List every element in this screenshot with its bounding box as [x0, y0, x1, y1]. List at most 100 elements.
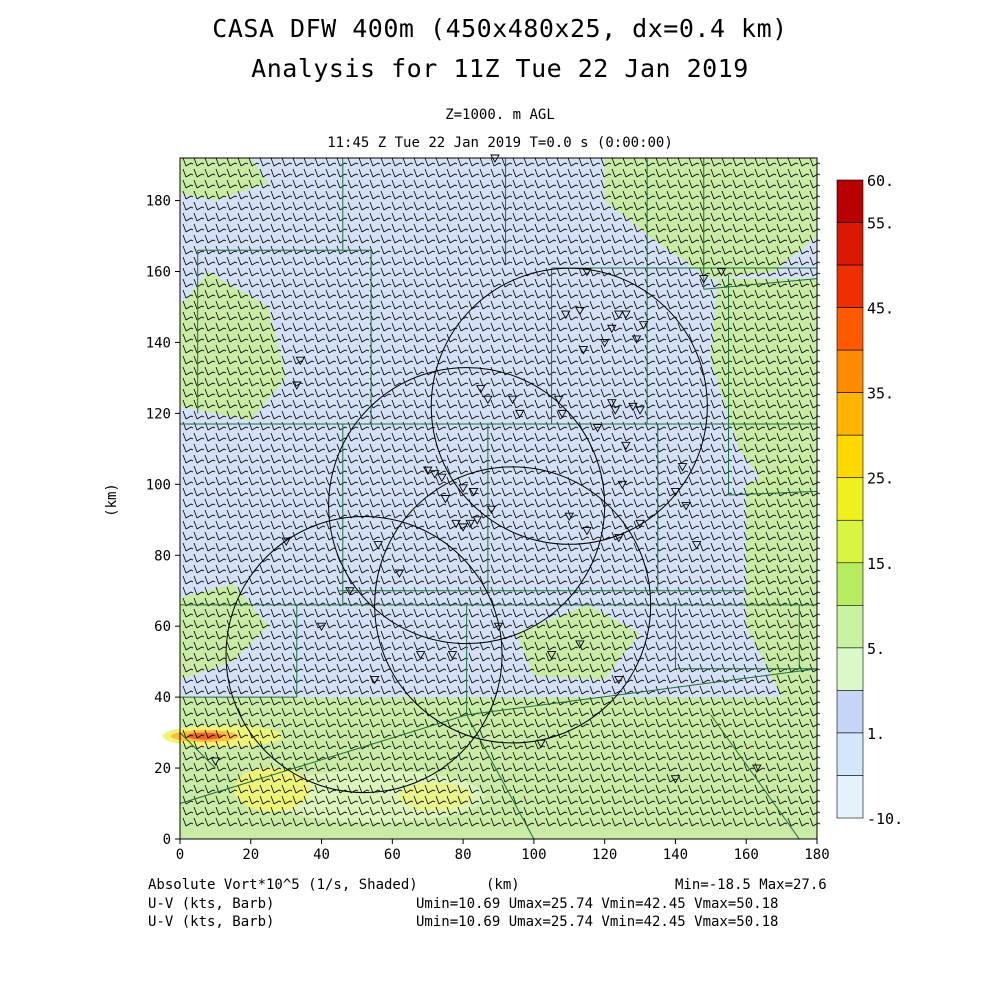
station-marker	[430, 470, 440, 479]
station-marker	[698, 275, 709, 284]
station-marker	[610, 406, 621, 415]
station-marker	[514, 409, 525, 419]
y-tick-label: 40	[154, 690, 171, 706]
colorbar-segment	[836, 519, 864, 564]
station-marker	[716, 268, 727, 277]
colorbar-label: 60.	[867, 172, 894, 190]
colorbar-segment	[836, 179, 864, 223]
station-marker	[575, 307, 585, 316]
vorticity-contour-fill	[710, 278, 817, 499]
station-marker	[614, 534, 624, 543]
station-marker	[281, 537, 291, 546]
station-marker	[507, 395, 518, 405]
vorticity-contour-fill	[604, 158, 817, 279]
wind-barbs	[182, 157, 821, 827]
station-marker	[606, 399, 617, 408]
station-marker	[635, 519, 645, 529]
colorbar-label: 55.	[867, 215, 894, 233]
radar-range-ring	[328, 367, 606, 645]
vorticity-field	[162, 158, 817, 839]
y-tick-label: 120	[146, 406, 171, 422]
station-marker	[292, 381, 302, 390]
station-marker	[451, 519, 461, 529]
station-marker	[560, 310, 571, 319]
station-marker	[553, 395, 564, 405]
station-marker	[295, 356, 306, 366]
station-marker	[614, 310, 624, 319]
station-marker	[635, 406, 645, 415]
colorbar-segment	[836, 392, 864, 436]
x-tick-label: 160	[734, 847, 759, 863]
colorbar-segment	[836, 307, 864, 351]
x-tick-label: 0	[176, 847, 184, 863]
station-marker	[599, 338, 610, 348]
barb-stats-2: Umin=10.69 Umax=25.74 Vmin=42.45 Vmax=50…	[416, 914, 779, 930]
station-marker	[472, 516, 483, 525]
x-tick-label: 20	[242, 847, 259, 863]
x-axis-label: (km)	[486, 877, 520, 893]
vorticity-contour-fill	[180, 158, 269, 201]
vorticity-contour-fill	[180, 583, 269, 680]
station-marker	[369, 675, 380, 685]
colorbar-segment	[836, 605, 864, 649]
axes: 0 20 40 60 80 100 120 140 160 180 0 20 40 60 80 100 120 1…	[146, 194, 830, 863]
county-boundary	[466, 668, 818, 716]
y-tick-label: 20	[154, 761, 171, 777]
county-boundary	[466, 714, 535, 840]
radar-range-ring	[374, 466, 652, 744]
colorbar-label: 25.	[867, 470, 894, 488]
station-marker	[670, 775, 681, 784]
vorticity-contour-fill	[234, 767, 311, 812]
station-marker	[345, 587, 355, 596]
station-marker	[670, 487, 681, 497]
x-tick-label: 60	[384, 847, 401, 863]
station-marker	[628, 402, 638, 412]
county-boundary	[179, 714, 467, 805]
colorbar-segment	[836, 775, 864, 819]
y-tick-label: 140	[146, 335, 171, 351]
station-marker	[621, 310, 631, 319]
colorbar-label: 35.	[867, 385, 894, 403]
colorbar-label: 45.	[867, 300, 894, 318]
radar-range-ring	[225, 516, 503, 794]
station-marker	[458, 523, 468, 532]
station-marker	[617, 480, 628, 490]
station-marker	[422, 466, 433, 476]
colorbar-segment	[836, 434, 864, 479]
county-boundary	[179, 732, 216, 769]
county-boundary	[728, 490, 818, 496]
station-marker	[415, 651, 426, 660]
station-marker	[681, 502, 691, 511]
station-marker	[631, 335, 642, 344]
y-tick-label: 180	[146, 194, 171, 210]
station-marker	[458, 484, 468, 493]
title-line-2: Analysis for 11Z Tue 22 Jan 2019	[251, 54, 749, 83]
station-marker	[437, 473, 447, 483]
radar-range-ring	[430, 267, 708, 545]
station-marker	[493, 622, 504, 632]
station-marker	[578, 346, 589, 355]
field-label: Absolute Vort*10^5 (1/s, Shaded)	[148, 877, 418, 893]
station-marker	[440, 495, 451, 504]
colorbar-segment	[836, 562, 864, 606]
barb-stats-1: Umin=10.69 Umax=25.74 Vmin=42.45 Vmax=50…	[416, 896, 779, 912]
title-line-1: CASA DFW 400m (450x480x25, dx=0.4 km)	[212, 14, 788, 43]
station-marker	[373, 541, 383, 550]
station-marker	[447, 651, 458, 660]
x-tick-label: 120	[592, 847, 617, 863]
station-marker	[210, 757, 221, 766]
min-max-label: Min=-18.5 Max=27.6	[675, 877, 827, 893]
station-marker	[614, 675, 624, 685]
colorbar-label: -10.	[867, 810, 903, 828]
station-marker	[752, 764, 762, 773]
station-marker	[486, 505, 497, 515]
station-marker	[394, 569, 405, 578]
station-marker	[483, 395, 493, 405]
colorbar-segment	[836, 647, 864, 691]
station-marker	[564, 512, 575, 522]
barb-label-2: U-V (kts, Barb)	[148, 914, 275, 930]
level-label: Z=1000. m AGL	[445, 107, 555, 123]
y-axis-label: (km)	[104, 483, 120, 517]
station-marker	[691, 541, 702, 550]
